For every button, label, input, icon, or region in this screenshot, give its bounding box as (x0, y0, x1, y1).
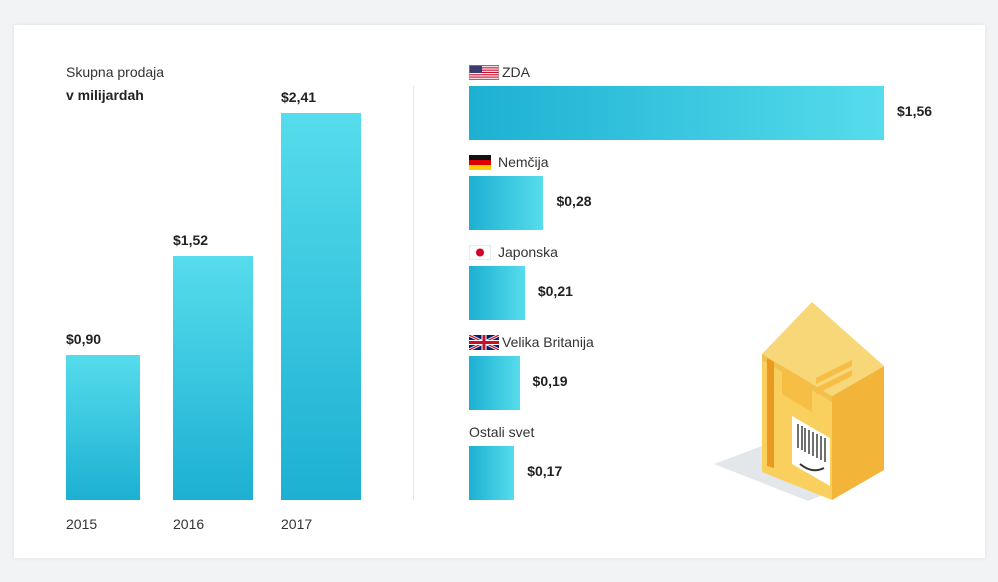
country-bar-value-label: $0,21 (537, 283, 573, 299)
japan-flag-icon (468, 244, 492, 265)
country-bar (469, 446, 515, 500)
chart-title-line1: Skupna prodaja (66, 64, 165, 80)
country-label: Ostali svet (469, 424, 535, 440)
germany-flag-icon (469, 155, 491, 175)
year-bar (281, 113, 361, 500)
year-bar-value-label: $2,41 (281, 89, 317, 105)
country-label: Japonska (498, 244, 558, 260)
country-bar (469, 356, 520, 410)
package-box-icon (712, 296, 892, 507)
year-bar-value-label: $0,90 (66, 331, 102, 348)
year-axis-label: 2015 (66, 516, 98, 532)
country-bar-value-label: $0,28 (556, 193, 592, 209)
year-bar (173, 255, 253, 500)
country-label: Nemčija (498, 154, 549, 170)
year-axis-label: 2017 (281, 516, 313, 532)
panel-divider (413, 86, 414, 500)
us-flag-icon (469, 65, 499, 85)
year-axis-label: 2016 (173, 516, 205, 532)
chart-title-line2: v milijardah (66, 87, 144, 103)
country-bar-value-label: $0,19 (532, 373, 568, 389)
year-bar (66, 355, 140, 500)
country-bar (469, 266, 525, 320)
uk-flag-icon (468, 333, 500, 355)
country-label: Velika Britanija (502, 334, 594, 350)
year-bar-value-label: $1,52 (173, 231, 209, 248)
country-bar-value-label: $0,17 (527, 463, 563, 479)
country-label: ZDA (502, 64, 530, 80)
country-bar (469, 86, 884, 140)
country-bar-value-label: $1,56 (897, 103, 933, 119)
country-bar (469, 176, 544, 230)
